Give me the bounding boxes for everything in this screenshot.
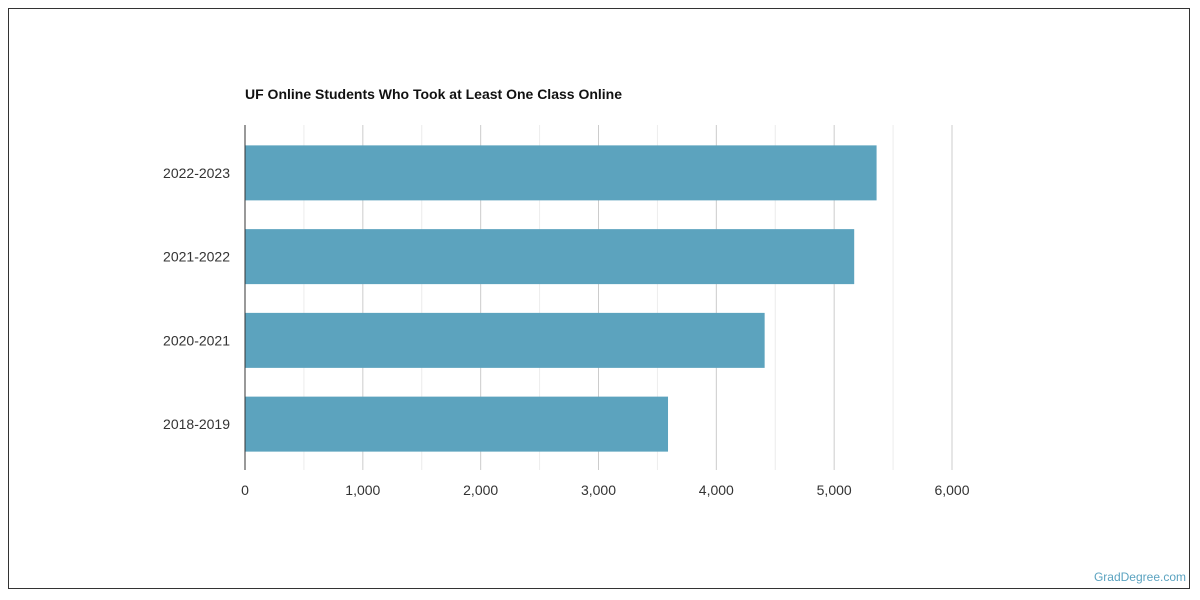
x-tick-label: 3,000	[581, 482, 616, 498]
bar-2020-2021	[245, 312, 765, 368]
x-tick-labels: 0 1,000 2,000 3,000 4,000 5,000 6,000	[241, 482, 970, 498]
x-tick-label: 2,000	[463, 482, 498, 498]
x-tick-label: 5,000	[817, 482, 852, 498]
x-tick-label: 6,000	[934, 482, 969, 498]
y-tick-label: 2021-2022	[163, 249, 230, 265]
bar-2018-2019	[245, 396, 669, 452]
x-tick-label: 0	[241, 482, 249, 498]
bar-2021-2022	[245, 229, 855, 285]
y-tick-label: 2020-2021	[163, 332, 230, 348]
bars	[245, 145, 877, 452]
chart-title: UF Online Students Who Took at Least One…	[245, 86, 623, 102]
watermark: GradDegree.com	[1093, 570, 1186, 584]
y-tick-labels: 2022-2023 2021-2022 2020-2021 2018-2019	[163, 165, 230, 432]
y-tick-label: 2018-2019	[163, 416, 230, 432]
bar-2022-2023	[245, 145, 877, 201]
y-tick-label: 2022-2023	[163, 165, 230, 181]
x-tick-label: 4,000	[699, 482, 734, 498]
x-tick-label: 1,000	[345, 482, 380, 498]
